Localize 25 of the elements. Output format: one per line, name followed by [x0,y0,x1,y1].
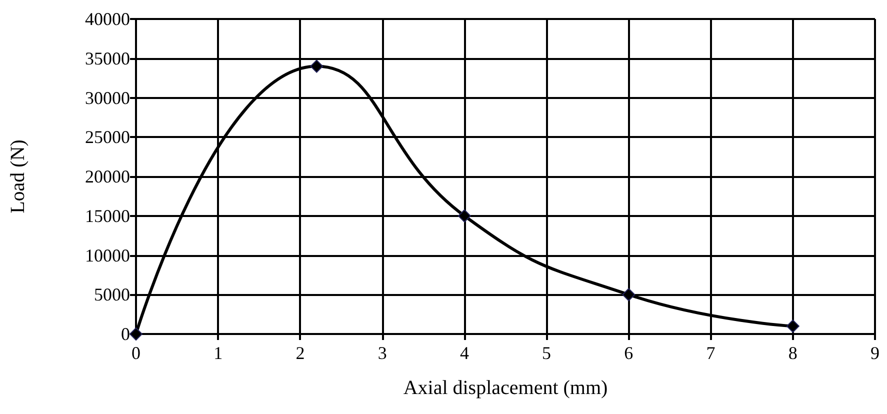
x-tick-label: 2 [296,343,305,363]
point [786,320,800,333]
y-tick-label: 35000 [85,48,130,68]
point [458,209,471,222]
point [310,60,324,73]
x-tick-label: 4 [460,343,469,363]
y-axis-title: Load (N) [7,140,29,214]
x-tick-label: 7 [706,343,716,363]
x-tick-label: 9 [870,343,880,363]
point [130,328,142,340]
y-tick-label: 5000 [94,284,130,305]
x-axis-title: Axial displacement (mm) [403,377,608,399]
x-tick-label: 6 [624,343,634,363]
y-tick-label: 20000 [85,166,130,186]
y-tick-label: 25000 [85,127,130,148]
y-tick-label: 15000 [85,206,130,226]
x-tick-label: 8 [788,343,798,363]
x-tick-label: 1 [214,343,223,363]
y-tick-label: 0 [121,324,130,344]
x-tick-label: 3 [378,343,387,363]
point [622,288,636,302]
x-tick-label: 5 [542,343,552,363]
y-tick-label: 10000 [85,245,130,266]
y-tick-label: 30000 [85,88,130,108]
y-tick-label: 40000 [85,9,130,29]
